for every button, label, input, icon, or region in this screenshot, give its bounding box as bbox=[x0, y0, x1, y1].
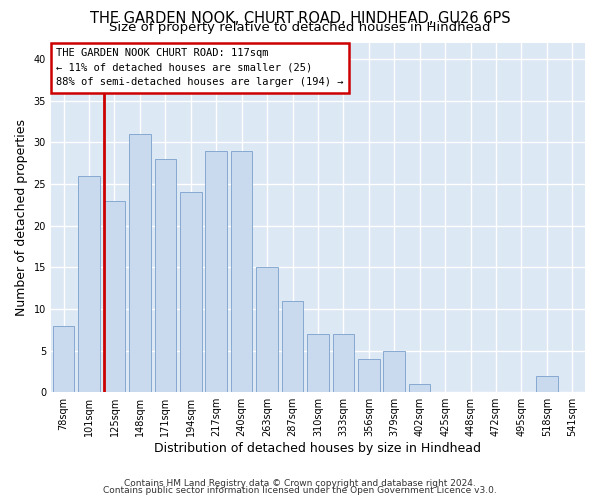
Bar bbox=[282, 300, 304, 392]
X-axis label: Distribution of detached houses by size in Hindhead: Distribution of detached houses by size … bbox=[154, 442, 481, 455]
Bar bbox=[180, 192, 202, 392]
Bar bbox=[383, 350, 405, 392]
Text: THE GARDEN NOOK CHURT ROAD: 117sqm
← 11% of detached houses are smaller (25)
88%: THE GARDEN NOOK CHURT ROAD: 117sqm ← 11%… bbox=[56, 48, 344, 88]
Bar bbox=[536, 376, 557, 392]
Bar bbox=[256, 268, 278, 392]
Bar bbox=[332, 334, 354, 392]
Bar bbox=[231, 150, 253, 392]
Bar bbox=[53, 326, 74, 392]
Bar bbox=[78, 176, 100, 392]
Bar bbox=[409, 384, 430, 392]
Y-axis label: Number of detached properties: Number of detached properties bbox=[15, 119, 28, 316]
Bar bbox=[104, 200, 125, 392]
Bar bbox=[307, 334, 329, 392]
Bar bbox=[129, 134, 151, 392]
Text: Contains HM Land Registry data © Crown copyright and database right 2024.: Contains HM Land Registry data © Crown c… bbox=[124, 478, 476, 488]
Bar bbox=[358, 359, 380, 392]
Bar bbox=[205, 150, 227, 392]
Text: THE GARDEN NOOK, CHURT ROAD, HINDHEAD, GU26 6PS: THE GARDEN NOOK, CHURT ROAD, HINDHEAD, G… bbox=[89, 11, 511, 26]
Text: Contains public sector information licensed under the Open Government Licence v3: Contains public sector information licen… bbox=[103, 486, 497, 495]
Bar bbox=[155, 159, 176, 392]
Text: Size of property relative to detached houses in Hindhead: Size of property relative to detached ho… bbox=[109, 22, 491, 35]
